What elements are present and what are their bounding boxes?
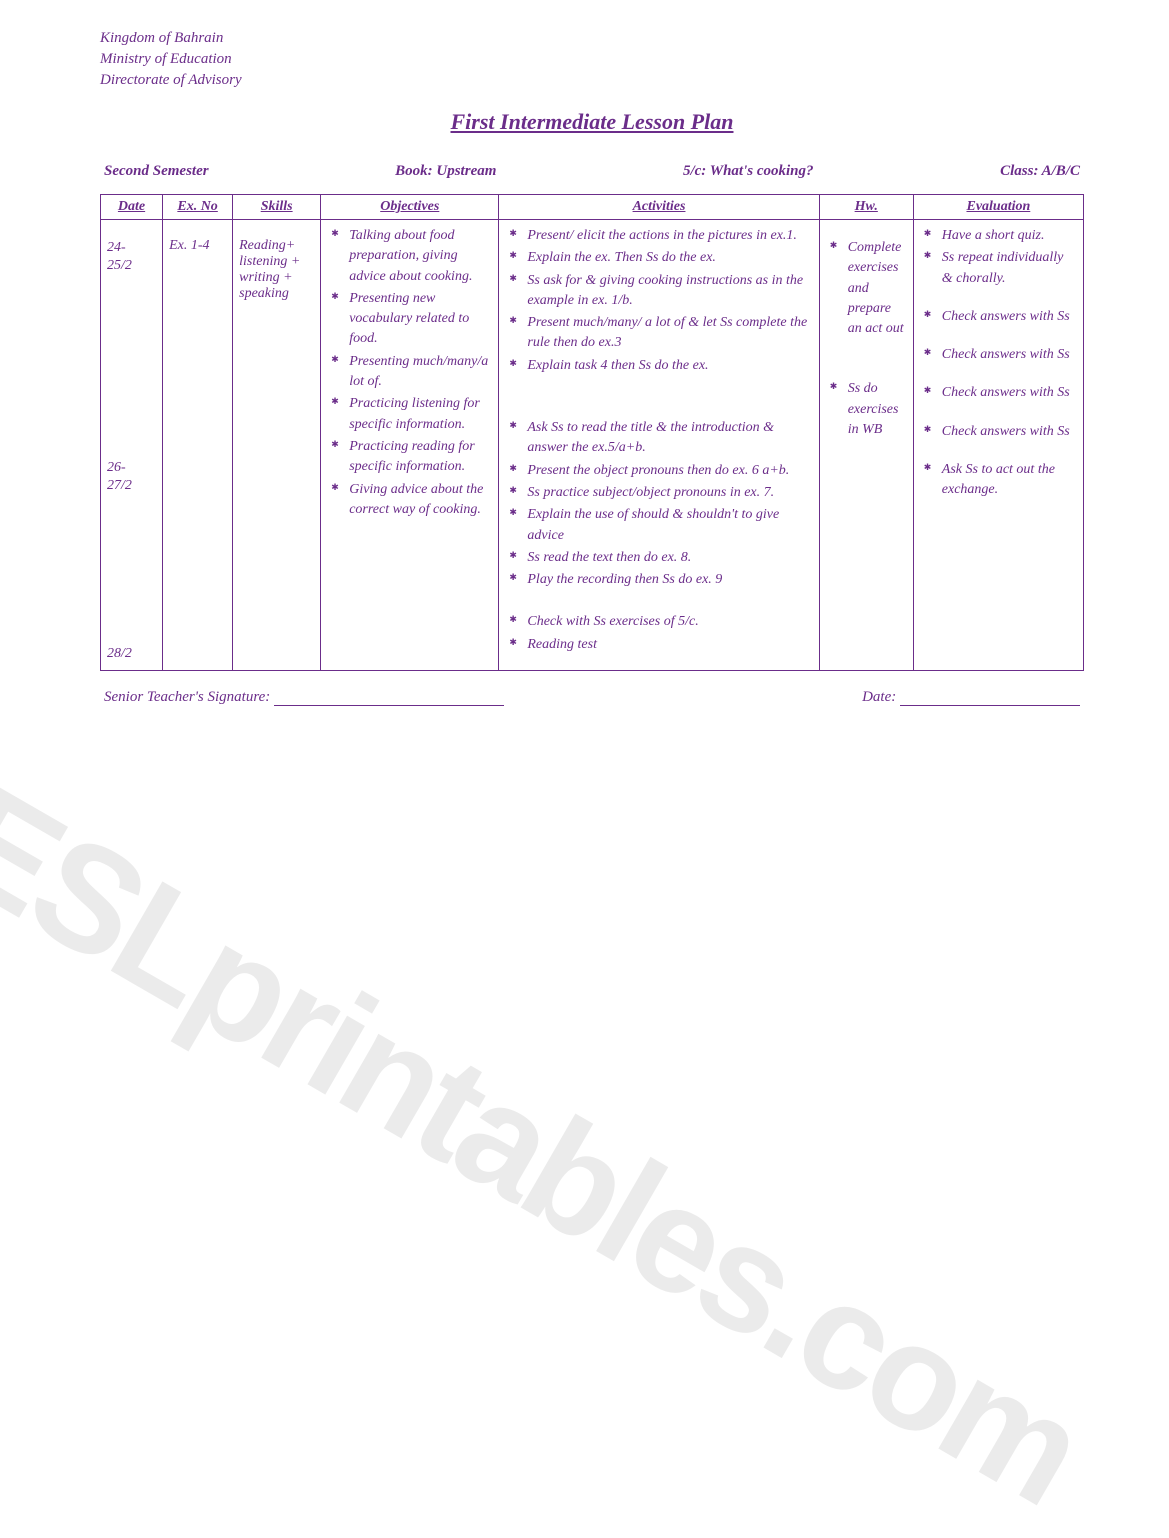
- col-activities: Activities: [499, 195, 819, 220]
- list-item: Ss do exercises in WB: [828, 379, 907, 440]
- list-item: Presenting much/many/a lot of.: [329, 352, 492, 393]
- list-item: Practicing listening for specific inform…: [329, 394, 492, 435]
- objectives-list: Talking about food preparation, giving a…: [327, 226, 492, 520]
- list-item: Play the recording then Ss do ex. 9: [507, 570, 812, 590]
- list-item: Explain task 4 then Ss do the ex.: [507, 356, 812, 376]
- org-line-3: Directorate of Advisory: [100, 70, 1084, 91]
- signature-label: Senior Teacher's Signature:: [104, 689, 270, 705]
- col-skills: Skills: [233, 195, 321, 220]
- org-line-2: Ministry of Education: [100, 49, 1084, 70]
- list-item: Ask Ss to read the title & the introduct…: [507, 418, 812, 459]
- col-date: Date: [101, 195, 163, 220]
- hw-list-a: Complete exercises and prepare an act ou…: [826, 238, 907, 339]
- meta-unit: 5/c: What's cooking?: [683, 163, 814, 180]
- cell-date: 24- 25/2 26- 27/2 28/2: [101, 220, 163, 671]
- date-line: [900, 705, 1080, 706]
- eval-list-f: Ask Ss to act out the exchange.: [920, 460, 1077, 501]
- list-item: Check answers with Ss: [922, 307, 1077, 327]
- date-2b: 27/2: [107, 478, 156, 494]
- list-item: Ss repeat individually & chorally.: [922, 248, 1077, 289]
- date-3: 28/2: [107, 646, 156, 662]
- list-item: Talking about food preparation, giving a…: [329, 226, 492, 287]
- list-item: Present/ elicit the actions in the pictu…: [507, 226, 812, 246]
- watermark-text: ESLprintables.com: [0, 751, 1110, 1538]
- lesson-plan-table: Date Ex. No Skills Objectives Activities…: [100, 194, 1084, 671]
- activities-list-b: Ask Ss to read the title & the introduct…: [505, 418, 812, 590]
- list-item: Practicing reading for specific informat…: [329, 437, 492, 478]
- col-evaluation: Evaluation: [913, 195, 1083, 220]
- list-item: Giving advice about the correct way of c…: [329, 480, 492, 521]
- list-item: Reading test: [507, 635, 812, 655]
- table-header-row: Date Ex. No Skills Objectives Activities…: [101, 195, 1084, 220]
- col-objectives: Objectives: [321, 195, 499, 220]
- page-title: First Intermediate Lesson Plan: [100, 109, 1084, 135]
- list-item: Have a short quiz.: [922, 226, 1077, 246]
- lesson-plan-page: Kingdom of Bahrain Ministry of Education…: [0, 0, 1169, 726]
- list-item: Check answers with Ss: [922, 345, 1077, 365]
- eval-list-d: Check answers with Ss: [920, 383, 1077, 403]
- skills-value: Reading+ listening + writing + speaking: [239, 238, 314, 302]
- col-ex: Ex. No: [163, 195, 233, 220]
- list-item: Explain the ex. Then Ss do the ex.: [507, 248, 812, 268]
- cell-evaluation: Have a short quiz. Ss repeat individuall…: [913, 220, 1083, 671]
- list-item: Presenting new vocabulary related to foo…: [329, 289, 492, 350]
- meta-semester: Second Semester: [104, 163, 209, 180]
- activities-list-a: Present/ elicit the actions in the pictu…: [505, 226, 812, 376]
- date-2a: 26-: [107, 460, 156, 476]
- list-item: Complete exercises and prepare an act ou…: [828, 238, 907, 339]
- cell-hw: Complete exercises and prepare an act ou…: [819, 220, 913, 671]
- signature-section: Senior Teacher's Signature:: [104, 689, 504, 706]
- eval-list-e: Check answers with Ss: [920, 422, 1077, 442]
- org-line-1: Kingdom of Bahrain: [100, 28, 1084, 49]
- list-item: Ask Ss to act out the exchange.: [922, 460, 1077, 501]
- list-item: Check answers with Ss: [922, 422, 1077, 442]
- ex-value: Ex. 1-4: [169, 238, 226, 254]
- meta-row: Second Semester Book: Upstream 5/c: What…: [100, 163, 1084, 180]
- date-label: Date:: [862, 689, 896, 705]
- table-row: 24- 25/2 26- 27/2 28/2 Ex. 1-4 Reading+ …: [101, 220, 1084, 671]
- eval-list-b: Check answers with Ss: [920, 307, 1077, 327]
- date-1b: 25/2: [107, 258, 156, 274]
- col-hw: Hw.: [819, 195, 913, 220]
- signature-line: [274, 705, 504, 706]
- list-item: Present the object pronouns then do ex. …: [507, 461, 812, 481]
- cell-activities: Present/ elicit the actions in the pictu…: [499, 220, 819, 671]
- cell-skills: Reading+ listening + writing + speaking: [233, 220, 321, 671]
- list-item: Ss practice subject/object pronouns in e…: [507, 483, 812, 503]
- hw-list-b: Ss do exercises in WB: [826, 379, 907, 440]
- footer-row: Senior Teacher's Signature: Date:: [100, 689, 1084, 706]
- eval-list-c: Check answers with Ss: [920, 345, 1077, 365]
- list-item: Explain the use of should & shouldn't to…: [507, 505, 812, 546]
- org-header: Kingdom of Bahrain Ministry of Education…: [100, 28, 1084, 91]
- activities-list-c: Check with Ss exercises of 5/c. Reading …: [505, 612, 812, 655]
- list-item: Check with Ss exercises of 5/c.: [507, 612, 812, 632]
- list-item: Check answers with Ss: [922, 383, 1077, 403]
- cell-ex: Ex. 1-4: [163, 220, 233, 671]
- eval-list-a: Have a short quiz. Ss repeat individuall…: [920, 226, 1077, 289]
- cell-objectives: Talking about food preparation, giving a…: [321, 220, 499, 671]
- date-1a: 24-: [107, 240, 156, 256]
- list-item: Ss ask for & giving cooking instructions…: [507, 271, 812, 312]
- date-section: Date:: [862, 689, 1080, 706]
- list-item: Present much/many/ a lot of & let Ss com…: [507, 313, 812, 354]
- meta-book: Book: Upstream: [395, 163, 496, 180]
- meta-class: Class: A/B/C: [1000, 163, 1080, 180]
- list-item: Ss read the text then do ex. 8.: [507, 548, 812, 568]
